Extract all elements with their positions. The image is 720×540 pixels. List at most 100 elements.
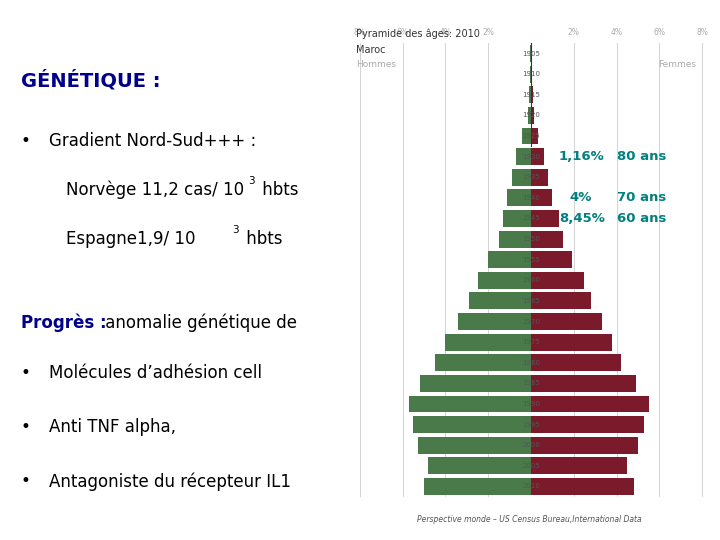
Text: 1925: 1925 xyxy=(522,133,540,139)
Bar xyxy=(531,437,638,454)
Text: 6%: 6% xyxy=(397,28,409,37)
Text: GÉNÉTIQUE :: GÉNÉTIQUE : xyxy=(21,70,161,91)
Text: 2000: 2000 xyxy=(522,442,540,448)
Text: Espagne1,9/ 10: Espagne1,9/ 10 xyxy=(66,230,196,247)
Bar xyxy=(446,334,531,350)
Bar xyxy=(531,396,649,413)
Bar xyxy=(516,148,531,165)
Bar xyxy=(531,457,627,474)
Text: Progrès :: Progrès : xyxy=(21,313,107,332)
Bar xyxy=(428,457,531,474)
Bar xyxy=(458,313,531,330)
Bar xyxy=(531,45,532,62)
Bar xyxy=(531,375,636,392)
Text: 80 ans: 80 ans xyxy=(616,150,666,163)
Text: Molécules d’adhésion cell: Molécules d’adhésion cell xyxy=(49,364,262,382)
Text: 1995: 1995 xyxy=(522,422,540,428)
Text: Maroc: Maroc xyxy=(356,44,386,55)
Bar xyxy=(512,169,531,186)
Text: 60 ans: 60 ans xyxy=(616,212,666,225)
Bar xyxy=(531,107,534,124)
Text: 3: 3 xyxy=(248,176,255,186)
Text: Femmes: Femmes xyxy=(658,59,696,69)
Text: hbts: hbts xyxy=(256,181,298,199)
Bar xyxy=(531,210,559,227)
Text: •: • xyxy=(21,132,31,150)
Bar xyxy=(531,127,539,144)
Bar xyxy=(531,293,591,309)
Bar xyxy=(531,251,572,268)
Text: 8,45%: 8,45% xyxy=(559,212,605,225)
Bar xyxy=(531,148,544,165)
Text: 1950: 1950 xyxy=(522,236,540,242)
Bar xyxy=(530,66,531,83)
Bar xyxy=(523,127,531,144)
Bar xyxy=(499,231,531,247)
Text: 4%: 4% xyxy=(611,28,623,37)
Text: 1955: 1955 xyxy=(522,256,540,262)
Text: Norvège 11,2 cas/ 10: Norvège 11,2 cas/ 10 xyxy=(66,181,245,199)
Text: 6%: 6% xyxy=(653,28,665,37)
Text: 1965: 1965 xyxy=(522,298,540,304)
Bar xyxy=(424,478,531,495)
Text: Perspective monde – US Census Bureau,International Data: Perspective monde – US Census Bureau,Int… xyxy=(417,515,642,524)
Bar xyxy=(531,190,552,206)
Text: 1945: 1945 xyxy=(522,215,540,221)
Text: 3: 3 xyxy=(233,225,239,235)
Bar xyxy=(531,272,585,289)
Text: Antagoniste du récepteur IL1: Antagoniste du récepteur IL1 xyxy=(49,472,291,491)
Text: 1935: 1935 xyxy=(522,174,540,180)
Bar xyxy=(531,334,612,350)
Bar xyxy=(531,313,602,330)
Bar xyxy=(531,478,634,495)
Bar xyxy=(413,416,531,433)
Text: 1985: 1985 xyxy=(522,380,540,387)
Text: 1930: 1930 xyxy=(522,153,540,160)
Text: Gradient Nord-Sud+++ :: Gradient Nord-Sud+++ : xyxy=(49,132,256,150)
Text: 2005: 2005 xyxy=(522,463,540,469)
Text: 4%: 4% xyxy=(570,191,592,204)
Bar xyxy=(409,396,531,413)
Text: 1940: 1940 xyxy=(522,195,540,201)
Bar xyxy=(529,86,531,103)
Bar xyxy=(420,375,531,392)
Bar xyxy=(477,272,531,289)
Text: 1975: 1975 xyxy=(522,339,540,345)
Text: Pyramide des âges: 2010: Pyramide des âges: 2010 xyxy=(356,28,480,39)
Text: Anti TNF alpha,: Anti TNF alpha, xyxy=(49,418,176,436)
Text: Hommes: Hommes xyxy=(356,59,397,69)
Text: 1,16%: 1,16% xyxy=(559,150,605,163)
Bar xyxy=(469,293,531,309)
Text: 1970: 1970 xyxy=(522,319,540,325)
Text: 8%: 8% xyxy=(354,28,366,37)
Text: 2010: 2010 xyxy=(522,483,540,489)
Bar xyxy=(531,231,563,247)
Text: 2%: 2% xyxy=(482,28,494,37)
Text: •: • xyxy=(21,472,31,490)
Bar xyxy=(508,190,531,206)
Bar xyxy=(531,86,533,103)
Text: 4%: 4% xyxy=(439,28,451,37)
Bar xyxy=(531,416,644,433)
Text: •: • xyxy=(21,364,31,382)
Text: 1990: 1990 xyxy=(522,401,540,407)
Text: 8%: 8% xyxy=(696,28,708,37)
Text: 2%: 2% xyxy=(568,28,580,37)
Text: 1960: 1960 xyxy=(522,278,540,284)
Text: 1920: 1920 xyxy=(522,112,540,118)
Text: 1905: 1905 xyxy=(522,51,540,57)
Bar xyxy=(418,437,531,454)
Text: 1980: 1980 xyxy=(522,360,540,366)
Bar xyxy=(530,45,531,62)
Text: •: • xyxy=(21,418,31,436)
Bar xyxy=(488,251,531,268)
Text: 70 ans: 70 ans xyxy=(616,191,666,204)
Bar xyxy=(531,169,548,186)
Text: hbts: hbts xyxy=(241,230,282,247)
Bar xyxy=(435,354,531,371)
Bar xyxy=(503,210,531,227)
Text: 1915: 1915 xyxy=(522,92,540,98)
Bar xyxy=(531,66,532,83)
Bar xyxy=(528,107,531,124)
Text: anomalie génétique de: anomalie génétique de xyxy=(99,313,297,332)
